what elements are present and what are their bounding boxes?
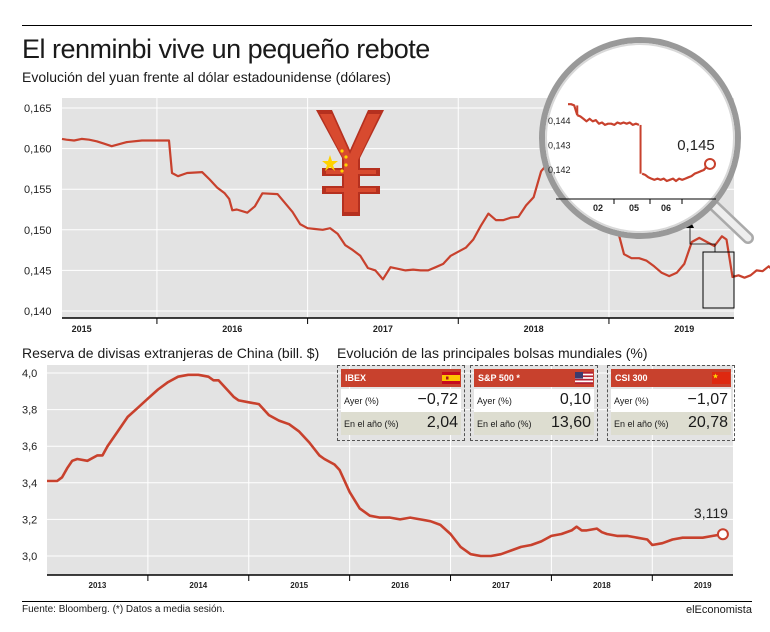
row-label: Ayer (%) bbox=[614, 396, 649, 406]
yuan-sign-icon bbox=[316, 110, 384, 216]
x-tick-label: 2015 bbox=[290, 581, 308, 590]
x-tick-label: 2019 bbox=[694, 581, 712, 590]
market-row-year: En el año (%) 13,60 bbox=[474, 412, 594, 435]
market-row-year: En el año (%) 2,04 bbox=[341, 412, 461, 435]
y-tick-label: 3,4 bbox=[22, 478, 37, 490]
chart-title: El renminbi vive un pequeño rebote bbox=[22, 34, 430, 64]
row-label: En el año (%) bbox=[477, 419, 532, 429]
zoom-y-tick-label: 0,142 bbox=[548, 165, 571, 175]
row-label: En el año (%) bbox=[344, 419, 399, 429]
market-row-day: Ayer (%) 0,10 bbox=[474, 389, 594, 412]
brand-logo: elEconomista bbox=[685, 604, 752, 616]
chart-subtitle: Evolución del yuan frente al dólar estad… bbox=[22, 69, 391, 85]
y-tick-label: 0,165 bbox=[24, 103, 52, 115]
markets-title: Evolución de las principales bolsas mund… bbox=[337, 345, 648, 361]
row-label: Ayer (%) bbox=[477, 396, 512, 406]
x-tick-label: 2019 bbox=[674, 324, 694, 334]
y-tick-label: 3,8 bbox=[22, 405, 37, 417]
row-label: En el año (%) bbox=[614, 419, 669, 429]
row-value: 0,10 bbox=[559, 391, 591, 408]
x-tick-label: 2016 bbox=[222, 324, 242, 334]
reserves-line: 3,119 bbox=[47, 373, 729, 558]
market-card-name: IBEX bbox=[341, 369, 461, 387]
zoom-series-line bbox=[641, 163, 711, 183]
market-card-sp500: S&P 500 * Ayer (%) 0,10 En el año (%) 13… bbox=[470, 365, 598, 441]
x-tick-label: 2017 bbox=[492, 581, 510, 590]
y-tick-label: 0,160 bbox=[24, 144, 52, 156]
market-card-name: S&P 500 * bbox=[474, 369, 594, 387]
reserves-annotation: 3,119 bbox=[694, 505, 728, 521]
yuan-line bbox=[61, 137, 770, 281]
x-tick-label: 2018 bbox=[524, 324, 544, 334]
x-tick-label: 2016 bbox=[391, 581, 409, 590]
zoom-connector bbox=[689, 226, 716, 252]
yuan-series-line bbox=[61, 137, 770, 281]
x-tick-label: 2017 bbox=[373, 324, 393, 334]
market-row-day: Ayer (%) −1,07 bbox=[611, 389, 731, 412]
y-tick-label: 3,0 bbox=[22, 551, 37, 563]
y-tick-label: 0,140 bbox=[24, 306, 52, 318]
row-label: Ayer (%) bbox=[344, 396, 379, 406]
zoom-x-tick-label: 02 bbox=[593, 203, 603, 213]
zoom-series-line bbox=[568, 103, 579, 116]
zoom-y-tick-label: 0,144 bbox=[548, 116, 571, 126]
y-tick-label: 0,145 bbox=[24, 265, 52, 277]
reserves-series-line bbox=[47, 373, 724, 558]
china-flag-icon bbox=[712, 372, 730, 384]
zoom-x-tick-label: 06 bbox=[661, 203, 671, 213]
source-note: Fuente: Bloomberg. (*) Datos a media ses… bbox=[22, 604, 225, 615]
zoom-series-line bbox=[576, 114, 640, 126]
zoom-annotation: 0,145 bbox=[677, 137, 715, 154]
reserves-axes: 4,0 3,8 3,6 3,4 3,2 3,0 2013 2014 2015 2016 2017 20… bbox=[22, 368, 733, 590]
top-rule bbox=[22, 25, 752, 26]
y-tick-label: 3,2 bbox=[22, 514, 37, 526]
market-row-day: Ayer (%) −0,72 bbox=[341, 389, 461, 412]
y-tick-label: 3,6 bbox=[22, 441, 37, 453]
x-tick-label: 2018 bbox=[593, 581, 611, 590]
row-value: −0,72 bbox=[417, 391, 458, 408]
reserves-last-point bbox=[716, 528, 729, 541]
market-card-csi300: CSI 300 Ayer (%) −1,07 En el año (%) 20,… bbox=[607, 365, 735, 441]
row-value: −1,07 bbox=[687, 391, 728, 408]
yuan-axes: 0,165 0,160 0,155 0,150 0,145 0,140 2015 2016 20… bbox=[24, 103, 734, 334]
market-row-year: En el año (%) 20,78 bbox=[611, 412, 731, 435]
row-value: 20,78 bbox=[687, 414, 728, 431]
x-tick-label: 2015 bbox=[72, 324, 92, 334]
row-value: 13,60 bbox=[550, 414, 591, 431]
bottom-rule bbox=[22, 601, 752, 602]
spain-flag-icon bbox=[442, 372, 460, 384]
x-tick-label: 2014 bbox=[189, 581, 207, 590]
market-card-ibex: IBEX Ayer (%) −0,72 En el año (%) 2,04 bbox=[337, 365, 465, 441]
zoom-y-tick-label: 0,143 bbox=[548, 140, 571, 150]
x-tick-label: 2013 bbox=[89, 581, 107, 590]
row-value: 2,04 bbox=[426, 414, 458, 431]
zoom-x-tick-label: 05 bbox=[629, 203, 639, 213]
y-tick-label: 0,155 bbox=[24, 184, 52, 196]
magnifier-icon bbox=[539, 37, 754, 244]
y-tick-label: 0,150 bbox=[24, 225, 52, 237]
usa-flag-icon bbox=[575, 372, 593, 384]
reserves-title: Reserva de divisas extranjeras de China … bbox=[22, 345, 320, 361]
market-card-name: CSI 300 bbox=[611, 369, 731, 387]
zoom-region-box bbox=[702, 251, 735, 309]
zoom-last-point bbox=[704, 157, 716, 170]
y-tick-label: 4,0 bbox=[22, 368, 37, 380]
zoom-chart: 0,144 0,143 0,142 02 05 06 0,145 bbox=[548, 103, 716, 213]
